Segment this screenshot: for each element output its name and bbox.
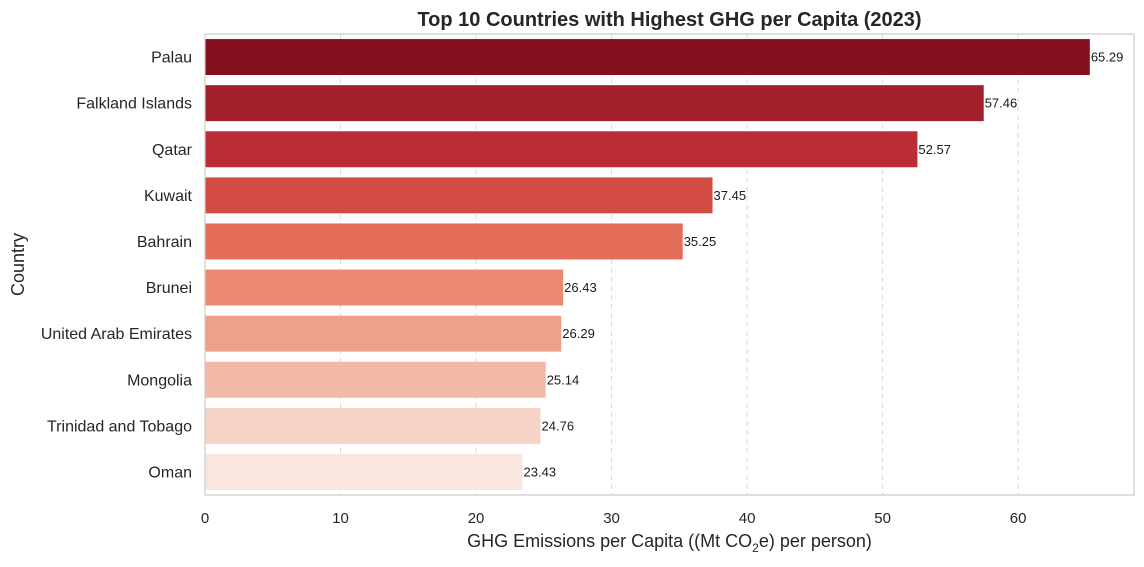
bar-value-label: 26.43 [564,280,597,295]
x-tick-label: 50 [874,510,891,527]
bar-value-label: 52.57 [918,142,951,157]
y-tick-label: United Arab Emirates [41,326,192,343]
y-tick-label: Kuwait [144,188,193,205]
x-axis-label: GHG Emissions per Capita ((Mt CO2e) per … [467,531,872,555]
bar-value-label: 24.76 [542,418,575,433]
bar [205,361,546,398]
y-axis-label: Country [8,233,28,296]
x-axis-label-suffix: e) per person) [759,531,872,551]
bar-value-label: 37.45 [714,188,747,203]
y-tick-label: Falkland Islands [76,96,192,113]
bar-value-label: 23.43 [524,464,557,479]
bar-value-label: 65.29 [1091,50,1124,65]
x-tick-label: 40 [739,510,756,527]
y-tick-label: Mongolia [127,372,192,389]
bar [205,39,1090,76]
bars [205,39,1090,490]
y-tick-labels: Palau Falkland Islands Qatar Kuwait Bahrain B… [41,50,193,482]
bar [205,223,683,260]
y-tick-label: Trinidad and Tobago [47,418,192,435]
bar [205,453,523,490]
bar [205,407,541,444]
x-axis-label-prefix: GHG Emissions per Capita ((Mt CO [467,531,752,551]
x-tick-label: 30 [603,510,620,527]
bar [205,269,564,306]
x-tick-label: 10 [332,510,349,527]
x-tick-label: 0 [201,510,209,527]
y-tick-label: Palau [151,50,192,67]
chart-title: Top 10 Countries with Highest GHG per Ca… [417,9,921,31]
bar [205,177,713,214]
y-tick-label: Bahrain [137,234,192,251]
y-tick-label: Qatar [152,142,193,159]
plot-frame [204,33,1135,496]
bar [205,315,562,352]
bar-value-label: 57.46 [985,96,1018,111]
x-tick-label: 20 [468,510,485,527]
bar [205,131,918,168]
y-tick-label: Oman [148,464,192,481]
value-labels: 65.29 57.46 52.57 37.45 35.25 26.43 26.29 25.14… [524,50,1124,480]
x-tick-labels: 0 10 20 30 40 50 60 [201,510,1027,527]
y-tick-label: Brunei [146,280,192,297]
bar-value-label: 26.29 [562,326,595,341]
bar-value-label: 35.25 [684,234,717,249]
bar-value-label: 25.14 [547,372,580,387]
bar [205,85,984,122]
x-axis-label-subscript: 2 [752,541,759,555]
x-tick-label: 60 [1010,510,1027,527]
